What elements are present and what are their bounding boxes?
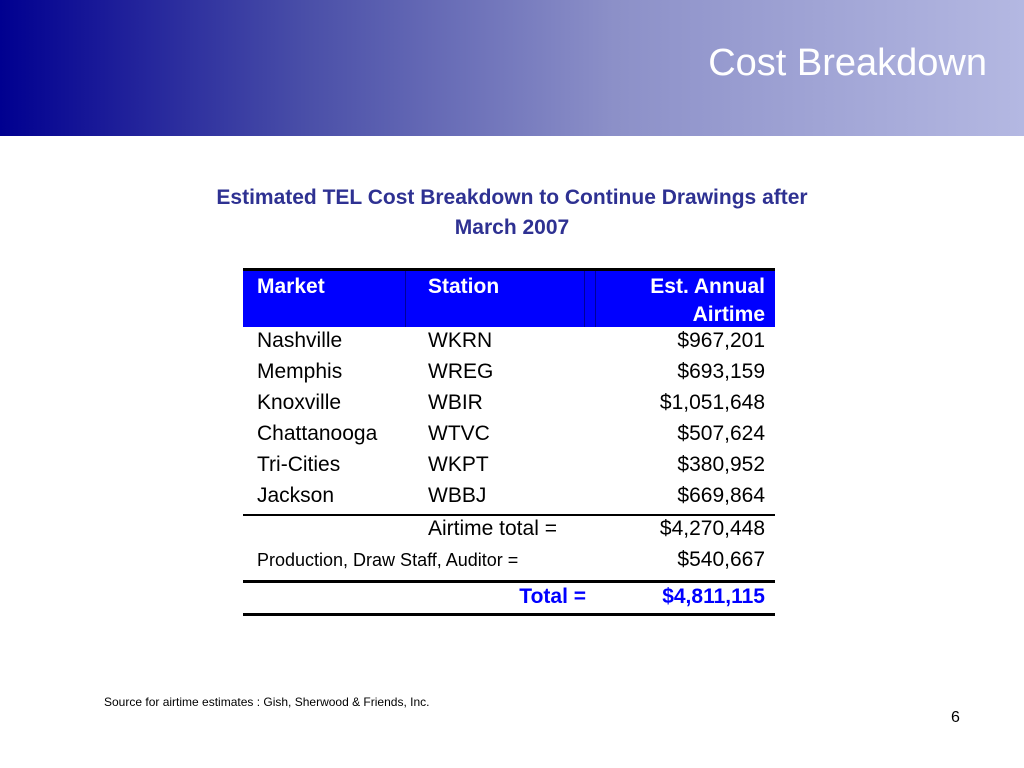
station-cell: WKPT — [428, 453, 489, 476]
header-airtime-line-2: Airtime — [692, 303, 765, 326]
header-band — [0, 0, 1024, 136]
market-cell: Memphis — [257, 360, 343, 383]
production-label: Production, Draw Staff, Auditor = — [257, 550, 519, 570]
total-top-rule — [243, 580, 775, 583]
subtotal-rule — [243, 514, 775, 516]
airtime-total-value: $4,270,448 — [659, 517, 765, 540]
airtime-total-label: Airtime total = — [428, 517, 557, 540]
station-cell: WBBJ — [428, 484, 487, 507]
market-cell: Jackson — [257, 484, 335, 507]
market-cell: Tri-Cities — [257, 453, 341, 476]
table-row: Tri-Cities WKPT $380,952 — [243, 453, 775, 484]
market-cell: Chattanooga — [257, 422, 378, 445]
airtime-cell: $1,051,648 — [659, 391, 765, 414]
slide-title: Cost Breakdown — [708, 42, 987, 84]
table-heading-line-1: Estimated TEL Cost Breakdown to Continue… — [216, 186, 808, 209]
station-cell: WKRN — [428, 329, 493, 352]
header-divider — [595, 271, 596, 327]
market-cell: Knoxville — [257, 391, 342, 414]
airtime-cell: $507,624 — [677, 422, 765, 445]
header-market: Market — [257, 275, 325, 298]
table-row: Memphis WREG $693,159 — [243, 360, 775, 391]
table-heading-line-2: March 2007 — [454, 216, 570, 239]
station-cell: WBIR — [428, 391, 483, 414]
table-heading: Estimated TEL Cost Breakdown to Continue… — [0, 183, 1024, 243]
table-row: Jackson WBBJ $669,864 — [243, 484, 775, 515]
grand-total-value: $4,811,115 — [662, 585, 765, 608]
table-row: Nashville WKRN $967,201 — [243, 329, 775, 360]
airtime-cell: $967,201 — [677, 329, 765, 352]
production-value: $540,667 — [677, 548, 765, 571]
table-row: Chattanooga WTVC $507,624 — [243, 422, 775, 453]
grand-total-label: Total = — [519, 585, 586, 608]
header-station: Station — [428, 275, 500, 298]
airtime-total-row: Airtime total = $4,270,448 — [243, 517, 775, 548]
airtime-cell: $380,952 — [677, 453, 765, 476]
station-cell: WREG — [428, 360, 494, 383]
airtime-cell: $693,159 — [677, 360, 765, 383]
source-note: Source for airtime estimates : Gish, She… — [104, 695, 430, 709]
table-bottom-rule — [243, 613, 775, 616]
table-header-row: Market Station Est. Annual Airtime — [243, 271, 775, 327]
airtime-cell: $669,864 — [677, 484, 765, 507]
grand-total-row: Total = $4,811,115 — [243, 585, 775, 616]
header-divider — [584, 271, 585, 327]
station-cell: WTVC — [428, 422, 490, 445]
page-number: 6 — [951, 709, 960, 726]
header-divider — [405, 271, 406, 327]
market-cell: Nashville — [257, 329, 343, 352]
header-airtime-line-1: Est. Annual — [650, 275, 765, 298]
production-row: Production, Draw Staff, Auditor = $540,6… — [243, 548, 775, 579]
table-top-rule — [243, 268, 775, 271]
table-row: Knoxville WBIR $1,051,648 — [243, 391, 775, 422]
